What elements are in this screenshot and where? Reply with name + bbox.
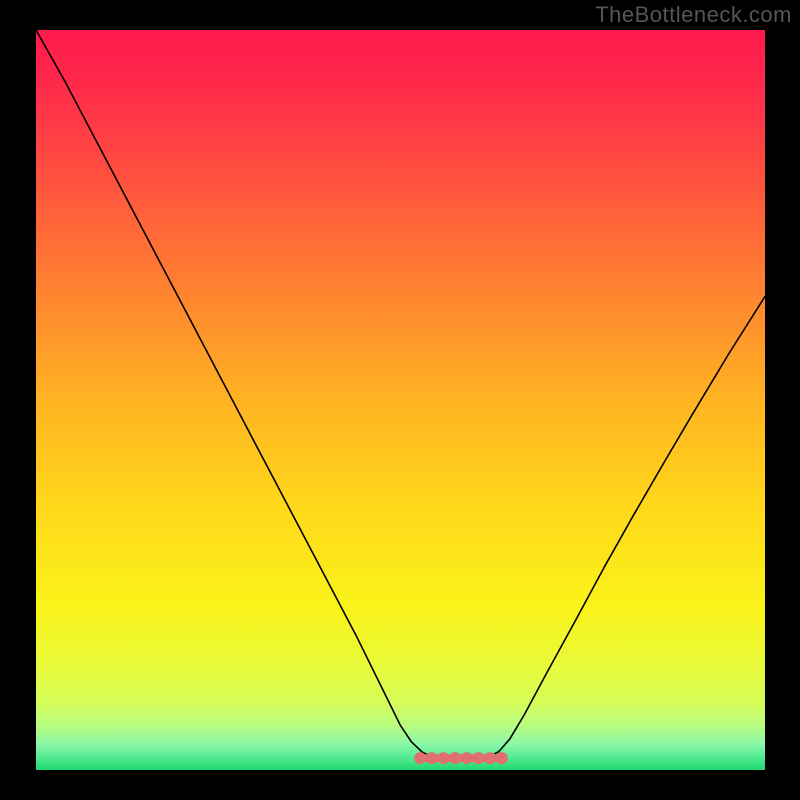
optimal-range-dot <box>473 752 485 764</box>
optimal-range-dot <box>426 752 438 764</box>
optimal-range-dot <box>438 752 450 764</box>
optimal-range-dot <box>496 752 508 764</box>
optimal-range-dot <box>449 752 461 764</box>
plot-background <box>36 30 765 770</box>
bottleneck-curve-chart <box>36 30 765 770</box>
chart-container: TheBottleneck.com <box>0 0 800 800</box>
optimal-range-dot <box>414 752 426 764</box>
optimal-range-dot <box>484 752 496 764</box>
optimal-range-dot <box>461 752 473 764</box>
watermark-text: TheBottleneck.com <box>595 2 792 28</box>
